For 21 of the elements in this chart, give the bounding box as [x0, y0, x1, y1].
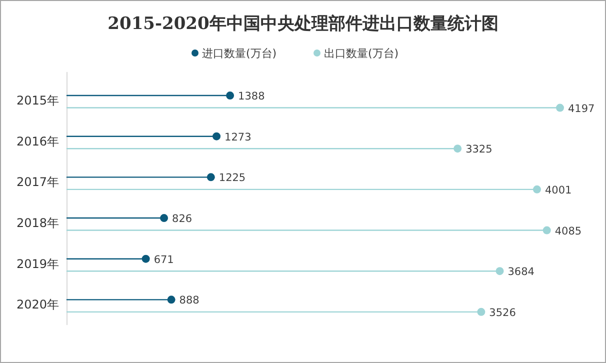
data-label: 1273	[224, 131, 252, 144]
data-label: 3684	[508, 266, 535, 278]
data-label: 671	[154, 254, 174, 266]
legend-label: 出口数量(万台)	[324, 47, 399, 60]
legend-label: 进口数量(万台)	[202, 47, 277, 60]
data-label: 4085	[554, 225, 582, 238]
y-tick-label: 2015年	[16, 93, 59, 108]
data-label: 4001	[544, 184, 572, 196]
data-label: 3526	[489, 306, 516, 319]
y-tick-label: 2019年	[16, 256, 59, 271]
y-tick-label: 2020年	[16, 298, 59, 312]
data-label: 3325	[466, 144, 492, 156]
chart-title: 2015-2020年中国中央处理部件进出口数量统计图	[108, 14, 498, 34]
data-label: 4197	[568, 102, 595, 115]
data-label: 888	[179, 294, 200, 307]
data-label: 826	[172, 213, 192, 226]
data-label: 1225	[218, 172, 246, 184]
data-label: 1388	[238, 90, 265, 103]
y-tick-label: 2018年	[16, 216, 59, 230]
y-tick-label: 2017年	[16, 175, 59, 190]
y-tick-label: 2016年	[16, 134, 59, 148]
